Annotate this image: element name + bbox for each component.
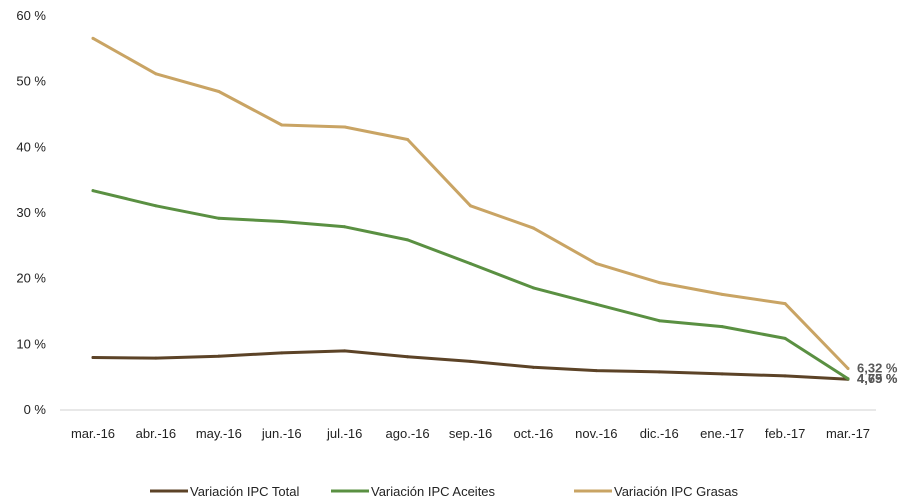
y-tick-label: 40 % — [16, 139, 46, 154]
data-point — [343, 225, 347, 229]
data-point — [406, 355, 410, 359]
legend-label: Variación IPC Total — [190, 484, 299, 499]
data-point — [720, 325, 724, 329]
data-point — [469, 359, 472, 363]
y-tick-label: 60 % — [16, 8, 46, 23]
x-tick-label: oct.-16 — [514, 426, 554, 441]
series-line — [91, 349, 850, 381]
data-point — [469, 204, 472, 208]
legend: Variación IPC Total Variación IPC Aceites… — [150, 484, 739, 499]
x-tick-label: ago.-16 — [386, 426, 430, 441]
series-line — [91, 36, 850, 370]
data-point — [594, 369, 598, 373]
data-point — [280, 123, 284, 127]
data-point — [91, 189, 95, 193]
data-point — [657, 281, 661, 285]
data-point — [154, 72, 158, 76]
data-point — [217, 216, 221, 220]
series-line — [91, 189, 850, 381]
data-point — [91, 36, 95, 40]
series-lines — [91, 36, 850, 381]
end-labels: 4,69 %4,75 %6,32 % — [857, 360, 898, 386]
legend-label: Variación IPC Aceites — [371, 484, 496, 499]
x-tick-label: abr.-16 — [136, 426, 176, 441]
x-axis: mar.-16 abr.-16 may.-16 jun.-16 jul.-16 ago.-… — [60, 409, 876, 441]
end-data-label: 6,32 % — [857, 360, 898, 375]
data-point — [720, 292, 724, 296]
y-tick-label: 30 % — [16, 205, 46, 220]
data-point — [594, 262, 598, 266]
data-point — [846, 377, 850, 381]
x-tick-label: nov.-16 — [575, 426, 617, 441]
data-point — [217, 90, 221, 94]
x-tick-label: mar.-16 — [71, 426, 115, 441]
data-point — [406, 137, 410, 141]
x-tick-label: mar.-17 — [826, 426, 870, 441]
data-point — [783, 374, 787, 378]
x-tick-label: may.-16 — [196, 426, 242, 441]
legend-label: Variación IPC Grasas — [614, 484, 739, 499]
end-data-label: 4,75 % — [857, 371, 898, 386]
data-point — [280, 351, 284, 355]
data-point — [154, 356, 158, 360]
data-point — [343, 125, 347, 129]
x-tick-label: feb.-17 — [765, 426, 805, 441]
data-point — [91, 355, 95, 359]
x-tick-label: jul.-16 — [326, 426, 362, 441]
data-point — [406, 238, 410, 242]
data-point — [217, 354, 221, 358]
data-point — [594, 302, 598, 306]
x-tick-label: jun.-16 — [261, 426, 302, 441]
data-point — [657, 370, 661, 374]
end-data-label: 4,69 % — [857, 371, 898, 386]
data-point — [783, 302, 787, 306]
data-point — [469, 262, 472, 266]
data-point — [720, 372, 724, 376]
data-point — [531, 226, 535, 230]
data-point — [154, 204, 158, 208]
data-point — [846, 366, 850, 370]
y-tick-label: 20 % — [16, 271, 46, 286]
y-tick-label: 0 % — [24, 402, 47, 417]
data-point — [657, 319, 661, 323]
data-point — [343, 349, 347, 353]
x-tick-label: dic.-16 — [640, 426, 679, 441]
data-point — [531, 365, 535, 369]
data-point — [280, 220, 284, 224]
x-tick-label: sep.-16 — [449, 426, 492, 441]
y-axis: 0 % 10 % 20 % 30 % 40 % 50 % 60 % — [16, 8, 46, 417]
x-tick-label: ene.-17 — [700, 426, 744, 441]
data-point — [783, 336, 787, 340]
y-tick-label: 10 % — [16, 336, 46, 351]
data-point — [531, 286, 535, 290]
y-tick-label: 50 % — [16, 74, 46, 89]
